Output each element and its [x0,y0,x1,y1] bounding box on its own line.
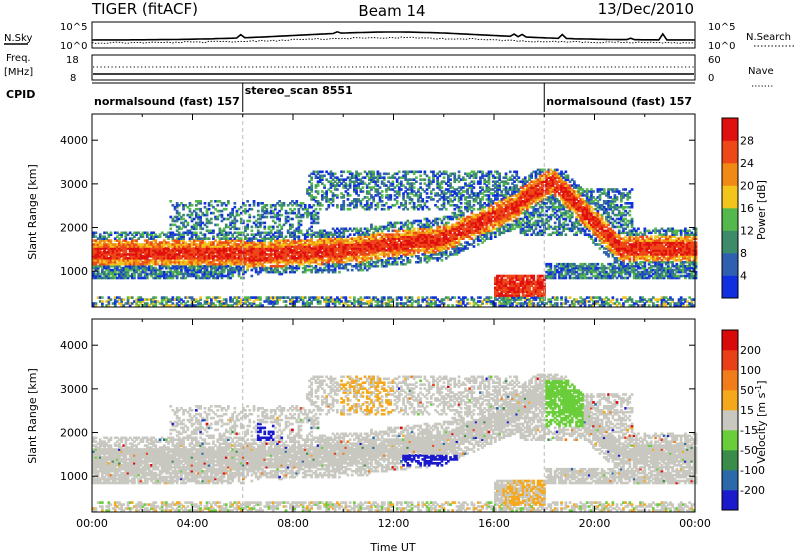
colorbar-swatch [722,390,738,410]
colorbar-tick-label: -200 [740,484,765,497]
noise-panel-frame [92,22,695,48]
noise-panel: N.Sky 10^5 10^0 10^5 10^0 N.Search [4,22,794,52]
colorbar-swatch [722,350,738,370]
colorbar-tick-label: 8 [740,247,747,260]
nave-tick-bottom: 0 [708,73,714,84]
colorbar-tick-label: 24 [740,157,754,170]
beam-label: Beam 14 [358,2,425,20]
colorbar-swatch [722,276,738,299]
y-tick-label: 4000 [60,339,88,352]
colorbar-swatch [722,330,738,350]
y-tick-label: 1000 [60,470,88,483]
cpid-segment-label: normalsound (fast) 157 [546,95,692,108]
x-tick-label: 20:00 [579,517,611,530]
colorbar-swatch [722,450,738,470]
colorbar-swatch [722,370,738,390]
freq-label-line1: Freq. [6,53,31,64]
x-tick-label: 16:00 [478,517,510,530]
colorbar-swatch [722,470,738,490]
cpid-label: CPID [6,88,35,101]
x-tick-label: 04:00 [177,517,209,530]
colorbar-swatch [722,186,738,209]
velocity-panel: 1000 2000 3000 4000 00:00 04:00 08:00 12:00 16:… [26,319,768,554]
colorbar-tick-label: 15 [740,404,754,417]
y-tick-label: 2000 [60,427,88,440]
colorbar-swatch [722,118,738,141]
y-tick-label: 3000 [60,383,88,396]
noise-right-tick-bottom: 10^0 [708,41,735,52]
power-panel: 1000 2000 3000 4000 Slant Range [km] 4 8 12 16… [26,114,768,307]
cpid-segment-label: stereo_scan 8551 [245,84,353,97]
colorbar-tick-label: 12 [740,225,754,238]
date-label: 13/Dec/2010 [598,0,694,18]
y-tick-label: 1000 [60,265,88,278]
colorbar-tick-label: 20 [740,180,754,193]
colorbar-swatch [722,231,738,254]
freq-tick-bottom: 8 [70,73,76,84]
freq-label-line2: [MHz] [4,67,33,78]
power-colorbar: 4 8 12 16 20 24 28 [722,118,754,298]
colorbar-tick-label: -100 [740,464,765,477]
x-tick-label: 12:00 [378,517,410,530]
colorbar-swatch [722,410,738,430]
cpid-segments: normalsound (fast) 157 stereo_scan 8551 no… [94,83,692,112]
x-axis-label: Time UT [369,541,415,554]
colorbar-tick-label: 50 [740,384,754,397]
colorbar-swatch [722,141,738,164]
colorbar-tick-label: 100 [740,364,761,377]
nave-tick-top: 60 [708,55,721,66]
noise-search-line [92,37,695,44]
nave-label: Nave [748,66,774,77]
x-tick-label: 00:00 [76,517,108,530]
colorbar-swatch [722,208,738,231]
noise-sky-line [92,32,695,40]
freq-tick-top: 18 [66,55,79,66]
y-tick-label: 2000 [60,222,88,235]
colorbar-swatch [722,490,738,510]
radar-title: TIGER (fitACF) [91,0,198,18]
noise-left-tick-bottom: 10^0 [60,41,87,52]
freq-panel: Freq. [MHz] 18 8 60 0 Nave [4,53,774,86]
power-y-axis-label: Slant Range [km] [26,164,39,260]
cpid-segment-label: normalsound (fast) 157 [94,95,240,108]
x-tick-label: 00:00 [679,517,711,530]
colorbar-swatch [722,430,738,450]
colorbar-tick-label: 16 [740,202,754,215]
noise-right-tick-top: 10^5 [708,22,735,33]
colorbar-tick-label: 28 [740,135,754,148]
colorbar-swatch [722,253,738,276]
y-tick-label: 4000 [60,134,88,147]
colorbar-tick-label: 200 [740,344,761,357]
noise-left-tick-top: 10^5 [60,22,87,33]
x-tick-label: 08:00 [277,517,309,530]
velocity-colorbar-label: Velocity [m s-1] [754,380,768,463]
nsky-label: N.Sky [4,33,32,44]
velocity-y-axis-label: Slant Range [km] [26,368,39,464]
nsearch-label: N.Search [746,32,791,43]
cpid-strip: CPID normalsound (fast) 157 stereo_scan 8… [6,83,695,112]
colorbar-tick-label: 4 [740,270,747,283]
y-tick-label: 3000 [60,178,88,191]
power-colorbar-label: Power [dB] [755,180,768,240]
colorbar-swatch [722,163,738,186]
